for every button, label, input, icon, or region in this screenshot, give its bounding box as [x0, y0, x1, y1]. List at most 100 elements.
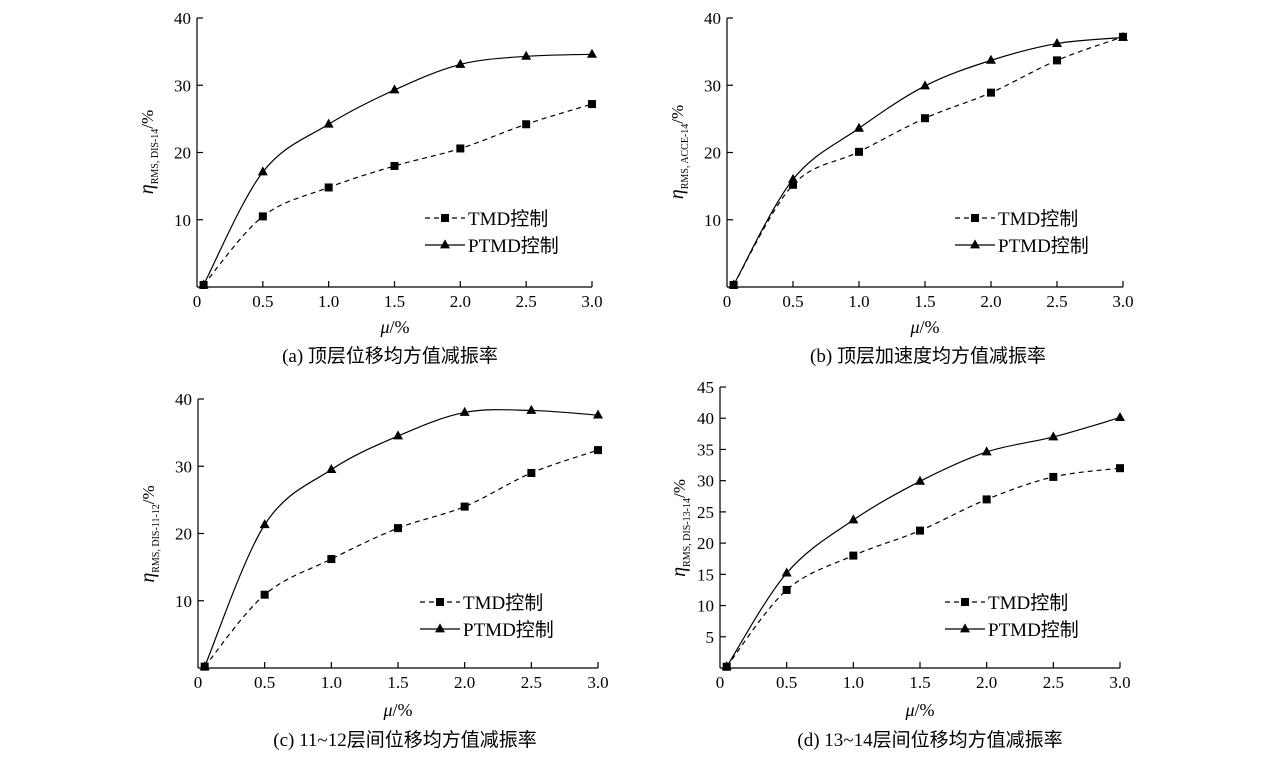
x-tick-label: 2.0 — [454, 673, 475, 692]
y-tick-label: 45 — [697, 378, 714, 397]
legend-label: TMD控制 — [998, 208, 1078, 230]
chart-caption: (a) 顶层位移均方值减振率 — [282, 345, 498, 367]
legend-marker-square-icon — [436, 598, 444, 606]
y-label-symbol: η — [136, 184, 158, 194]
data-point-tmd — [522, 120, 531, 129]
x-label-symbol: μ — [379, 317, 389, 337]
data-point-tmd — [588, 100, 596, 109]
x-tick-label: 0 — [194, 673, 203, 692]
data-point-tmd — [394, 524, 402, 533]
data-point-ptmd — [981, 446, 992, 456]
data-point-tmd — [982, 495, 991, 504]
x-tick-label: 1.0 — [321, 673, 342, 692]
y-label-subscript: RMS, DIS-13-14 — [682, 498, 693, 567]
legend-label: TMD控制 — [468, 208, 548, 230]
data-point-ptmd — [986, 54, 996, 64]
x-tick-label: 3.0 — [581, 292, 602, 311]
data-point-ptmd — [459, 406, 470, 416]
data-point-ptmd — [259, 519, 270, 529]
y-axis-label: ηRMS, ACCE-14/% — [666, 105, 691, 199]
y-tick-label: 40 — [175, 390, 192, 409]
y-label-subscript: RMS, DIS-14 — [150, 129, 161, 185]
data-point-ptmd — [848, 514, 859, 524]
y-label-unit: /% — [139, 485, 158, 504]
x-tick-label: 0 — [716, 673, 725, 692]
data-point-ptmd — [915, 475, 925, 485]
y-tick-label: 35 — [697, 440, 714, 459]
y-tick-label: 30 — [704, 76, 721, 95]
data-point-ptmd — [781, 567, 792, 577]
data-point-tmd — [855, 147, 863, 156]
chart-panel-3: 0 0.5 1.0 1.5 2.0 2.5 3.0 10 20 30 40 ηRMS, DIS-11-… — [137, 390, 609, 751]
data-point-ptmd — [721, 661, 732, 671]
y-tick-label: 10 — [174, 211, 191, 230]
x-tick-label: 0.5 — [252, 292, 273, 311]
data-point-tmd — [1049, 472, 1058, 481]
data-point-ptmd — [1048, 431, 1059, 441]
data-point-ptmd — [326, 464, 337, 474]
data-point-ptmd — [1118, 31, 1128, 41]
chart-caption: (c) 11~12层间位移均方值减振率 — [273, 729, 536, 751]
y-tick-label: 20 — [175, 525, 192, 544]
data-point-tmd — [527, 468, 536, 477]
x-tick-label: 1.0 — [318, 292, 339, 311]
data-point-tmd — [324, 183, 333, 192]
x-tick-label: 0 — [723, 292, 732, 311]
data-point-tmd — [916, 526, 924, 535]
chart-caption: (d) 13~14层间位移均方值减振率 — [797, 729, 1062, 751]
data-point-ptmd — [854, 122, 864, 132]
data-point-tmd — [987, 88, 995, 97]
data-point-ptmd — [920, 80, 930, 90]
x-tick-label: 0.5 — [254, 673, 275, 692]
data-point-tmd — [594, 446, 602, 455]
chart-caption: (b) 顶层加速度均方值减振率 — [810, 345, 1046, 367]
y-tick-label: 25 — [697, 503, 714, 522]
legend-label: TMD控制 — [463, 592, 543, 614]
x-label-unit: /% — [393, 700, 413, 720]
x-label-unit: /% — [390, 317, 410, 337]
series-line-tmd — [203, 103, 593, 286]
data-point-ptmd — [728, 279, 739, 289]
data-point-ptmd — [323, 118, 334, 128]
y-tick-label: 40 — [704, 9, 721, 28]
x-axis-label: μ/% — [904, 700, 934, 720]
y-tick-label: 20 — [174, 144, 191, 163]
legend-marker-triangle-icon — [970, 239, 980, 249]
y-tick-label: 20 — [697, 534, 714, 553]
legend-marker-square-icon — [961, 598, 969, 606]
y-tick-label: 15 — [697, 565, 714, 584]
data-point-ptmd — [593, 409, 603, 419]
legend-label: PTMD控制 — [988, 619, 1079, 641]
legend-label: TMD控制 — [988, 592, 1068, 614]
data-point-tmd — [260, 590, 269, 599]
y-label-unit: /% — [670, 479, 689, 498]
x-label-symbol: μ — [382, 700, 392, 720]
data-point-tmd — [327, 555, 336, 564]
x-tick-label: 1.5 — [387, 673, 408, 692]
x-tick-label: 0 — [193, 292, 202, 311]
y-tick-label: 40 — [174, 9, 191, 28]
data-point-tmd — [390, 161, 399, 170]
data-point-ptmd — [1052, 37, 1062, 47]
y-tick-label: 10 — [704, 211, 721, 230]
x-label-unit: /% — [920, 317, 940, 337]
y-label-unit: /% — [138, 110, 157, 129]
x-tick-label: 1.0 — [848, 292, 869, 311]
x-tick-label: 3.0 — [587, 673, 608, 692]
data-point-ptmd — [1115, 412, 1125, 422]
data-point-tmd — [789, 180, 797, 189]
x-label-unit: /% — [915, 700, 935, 720]
data-point-ptmd — [257, 166, 268, 176]
x-tick-label: 2.5 — [521, 673, 542, 692]
y-label-subscript: RMS, ACCE-14 — [680, 124, 691, 190]
chart-panel-4: 0 0.5 1.0 1.5 2.0 2.5 3.0 5 10 15 20 25 30 35 40 45 ηRMS… — [668, 378, 1131, 751]
x-tick-label: 1.5 — [909, 673, 930, 692]
y-tick-label: 10 — [175, 592, 192, 611]
x-axis-label: μ/% — [382, 700, 412, 720]
data-point-ptmd — [199, 661, 210, 671]
y-tick-label: 10 — [697, 597, 714, 616]
x-tick-label: 2.5 — [1043, 673, 1064, 692]
data-point-tmd — [1053, 56, 1061, 65]
